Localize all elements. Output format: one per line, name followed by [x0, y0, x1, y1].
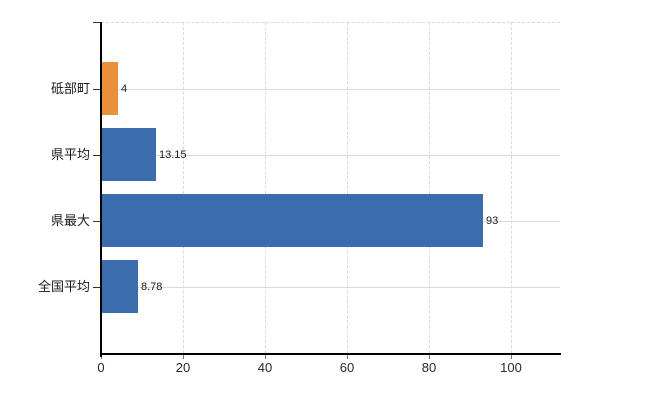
y-axis-tick [93, 221, 101, 222]
x-axis-line [100, 353, 561, 355]
y-axis-top-tick [93, 22, 101, 23]
x-tick-label: 0 [97, 360, 105, 375]
bar-3[interactable] [102, 194, 483, 247]
bar-value-label: 8.78 [141, 281, 163, 293]
bar-4[interactable] [102, 260, 138, 313]
x-gridline [429, 22, 430, 353]
x-tick-label: 100 [500, 360, 522, 375]
category-label: 砥部町 [50, 81, 90, 96]
y-gridline [101, 89, 560, 90]
bar-value-label: 13.15 [159, 149, 187, 161]
bar-value-label: 93 [486, 215, 499, 227]
x-gridline [347, 22, 348, 353]
x-axis-tick [265, 355, 266, 359]
y-axis-line [100, 22, 102, 357]
bar-1[interactable] [102, 62, 118, 115]
y-axis-tick [93, 155, 101, 156]
x-gridline [183, 22, 184, 353]
bar-value-label: 4 [121, 83, 128, 95]
bar-2[interactable] [102, 128, 156, 181]
x-axis-tick [429, 355, 430, 359]
x-gridline [511, 22, 512, 353]
y-gridline [101, 155, 560, 156]
category-label: 県平均 [50, 147, 90, 162]
y-axis-tick [93, 89, 101, 90]
y-gridline [101, 287, 560, 288]
x-gridline [265, 22, 266, 353]
x-axis-tick [101, 355, 102, 359]
x-tick-label: 40 [257, 360, 273, 375]
category-label: 県最大 [50, 213, 90, 228]
y-axis-tick [93, 287, 101, 288]
x-axis-tick [511, 355, 512, 359]
category-label: 全国平均 [37, 279, 90, 294]
x-tick-label: 80 [421, 360, 437, 375]
x-tick-label: 20 [175, 360, 191, 375]
x-axis-tick [347, 355, 348, 359]
x-tick-label: 60 [339, 360, 355, 375]
plot-top-border [101, 22, 560, 23]
x-axis-tick [183, 355, 184, 359]
